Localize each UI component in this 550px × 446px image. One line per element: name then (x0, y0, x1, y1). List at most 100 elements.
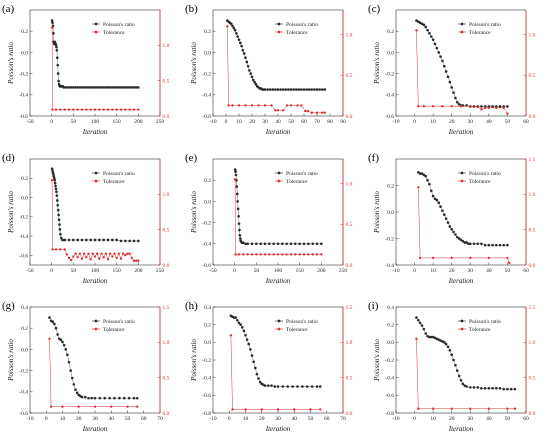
y2-tick-label: 1.0 (529, 340, 536, 346)
x-tick-label: 200 (317, 268, 326, 274)
legend-label: Tolerance (286, 30, 308, 36)
tolerance-point (111, 255, 114, 258)
poisson-point (268, 88, 272, 91)
poisson-point (57, 213, 60, 217)
poisson-point (237, 214, 240, 218)
x-tick-label: 60 (301, 119, 307, 125)
tolerance-point (237, 253, 241, 256)
legend-label: Tolerance (469, 30, 491, 36)
x-tick-label: 10 (430, 416, 436, 422)
y2-tick-label: 1.5 (529, 305, 536, 311)
tolerance-point (124, 253, 127, 257)
tolerance-point (513, 407, 517, 410)
tolerance-series (48, 337, 139, 408)
poisson-point (480, 386, 483, 390)
poisson-point (119, 239, 123, 243)
poisson-point (302, 242, 306, 246)
series-line (49, 317, 138, 399)
poisson-point (254, 82, 258, 86)
tolerance-point (289, 104, 293, 107)
poisson-point (63, 86, 66, 89)
poisson-point (246, 64, 250, 68)
tolerance-point (263, 253, 267, 256)
poisson-point (93, 86, 97, 89)
poisson-point (294, 242, 297, 246)
poisson-point (448, 225, 452, 228)
legend-label: Tolerance (469, 327, 491, 333)
poisson-point (242, 329, 246, 333)
poisson-point (431, 194, 435, 198)
tolerance-point (102, 256, 105, 259)
poisson-point (426, 28, 429, 32)
poisson-point (74, 388, 77, 391)
tolerance-point (134, 259, 138, 262)
poisson-point (439, 205, 442, 208)
poisson-point (415, 316, 418, 319)
series-line (230, 335, 321, 410)
tolerance-point (231, 104, 234, 107)
y-tick-label: -0.4 (385, 376, 394, 382)
poisson-point (305, 88, 308, 91)
x-tick-label: 20 (449, 416, 455, 422)
tolerance-point (244, 408, 247, 411)
tolerance-point (229, 334, 233, 337)
y-tick-label: -0.8 (202, 411, 211, 417)
y-tick-label: 0.4 (21, 305, 28, 311)
poisson-point (284, 88, 288, 91)
poisson-point (281, 88, 285, 91)
tolerance-point (72, 108, 75, 111)
tolerance-point (76, 108, 79, 111)
x-tick-label: 50 (505, 268, 511, 274)
y2-tick-label: 0.0 (346, 411, 353, 417)
tolerance-point (91, 252, 95, 255)
poisson-point (237, 222, 241, 225)
tolerance-point (59, 108, 62, 111)
poisson-point (279, 88, 282, 91)
tolerance-point (117, 252, 121, 255)
poisson-point (242, 52, 246, 55)
tolerance-point (415, 29, 418, 32)
tolerance-point (85, 108, 88, 111)
panel-label: (e) (185, 152, 198, 164)
legend-label: Tolerance (286, 179, 308, 185)
y-tick-label: -0.2 (385, 236, 394, 242)
chart-panel: -10 0 10 20 30 40 50 60 -0.8 -0.6 -0.4 -0.2 0.0 0.2 0.… (366, 297, 549, 446)
x-tick-label: 50 (71, 268, 77, 274)
poisson-point (82, 86, 86, 89)
plot-frame (29, 9, 161, 117)
poisson-point (444, 217, 448, 220)
poisson-point (422, 327, 426, 331)
tolerance-point (483, 106, 487, 110)
poisson-point (64, 348, 68, 351)
tolerance-point (311, 253, 314, 256)
tolerance-point (82, 252, 86, 255)
y2-tick-label: 0.0 (529, 411, 536, 417)
poisson-point (128, 86, 131, 89)
y-tick-label: -0.4 (19, 93, 28, 99)
poisson-point (247, 342, 251, 346)
tolerance-point (244, 104, 247, 107)
tolerance-series (226, 25, 326, 114)
y2-tick-label: 0.0 (529, 114, 536, 120)
poisson-series (48, 316, 139, 400)
tolerance-point (487, 106, 491, 110)
poisson-point (437, 201, 441, 205)
tolerance-point (302, 253, 306, 256)
y2-tick-label: 0.5 (529, 376, 536, 382)
poisson-point (281, 385, 285, 388)
panel-label: (b) (185, 3, 198, 15)
panel-label: (g) (2, 300, 15, 312)
legend-marker (94, 319, 98, 323)
panel-label: (f) (368, 152, 379, 164)
poisson-point (455, 369, 459, 372)
tolerance-point (281, 253, 284, 256)
y-axis-title: Poisson's ratio (373, 191, 381, 234)
tolerance-point (115, 108, 118, 111)
y2-tick-label: 1.5 (529, 157, 536, 163)
y-axis-title: Poisson's ratio (7, 42, 15, 85)
legend-marker (277, 22, 281, 26)
legend-label: Tolerance (286, 327, 308, 333)
poisson-point (51, 320, 55, 324)
poisson-point (90, 396, 94, 400)
legend: Poisson's ratio Tolerance (275, 22, 318, 36)
